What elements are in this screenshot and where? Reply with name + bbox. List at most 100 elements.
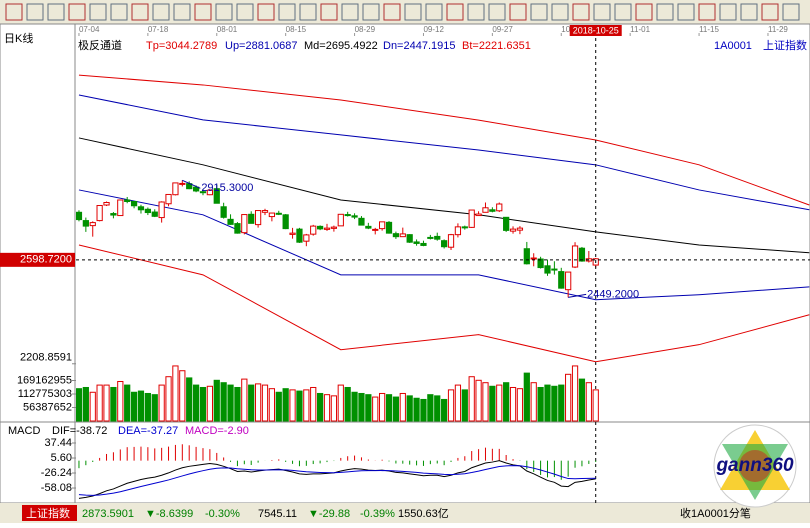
tool-button[interactable] (194, 3, 212, 21)
candle-body (213, 188, 220, 204)
volume-bar (544, 384, 551, 422)
volume-bar (261, 384, 269, 422)
status-right[interactable]: 收1A0001分笔 (680, 506, 751, 520)
candle-body (344, 214, 351, 217)
candle-body (509, 228, 517, 232)
volume-bar (165, 376, 172, 422)
period-label: 日K线 (4, 31, 33, 45)
y-tick-label: 2208.8591 (20, 352, 72, 364)
candle-body (447, 234, 455, 248)
volume-bar (220, 382, 227, 422)
crosshair-label: 2598.7200 (20, 254, 72, 266)
volume-bar (496, 384, 503, 422)
candle-body (137, 206, 145, 211)
tool-button[interactable] (593, 3, 611, 21)
candle-body (530, 257, 537, 260)
tool-button[interactable] (257, 3, 275, 21)
tool-button[interactable] (26, 3, 44, 21)
tool-button[interactable] (614, 3, 632, 21)
candle-body (234, 223, 241, 234)
volume-bar (503, 382, 510, 422)
volume-tick-label: 56387652 (23, 401, 72, 413)
volume-bar (124, 384, 131, 422)
tool-button[interactable] (173, 3, 191, 21)
volume-bar (96, 384, 103, 422)
volume-bar (192, 384, 200, 422)
tool-button[interactable] (698, 3, 716, 21)
candle-body (475, 213, 482, 217)
tool-button[interactable] (425, 3, 443, 21)
candle-body (420, 242, 427, 246)
crosshair-date-bg (569, 25, 622, 36)
volume-bar (323, 394, 331, 422)
macd-pane (78, 444, 597, 499)
tool-button[interactable] (299, 3, 317, 21)
price-pane (76, 74, 810, 362)
volume-bar (110, 386, 117, 422)
tool-button[interactable] (278, 3, 296, 21)
tool-button[interactable] (551, 3, 569, 21)
volume-bar (234, 386, 241, 422)
annotation-leader (182, 179, 201, 189)
tool-button[interactable] (341, 3, 359, 21)
volume-bar (179, 370, 186, 422)
tool-button[interactable] (761, 3, 779, 21)
channel-line (78, 189, 810, 301)
candle-body (385, 221, 393, 234)
tool-button[interactable] (509, 3, 527, 21)
tool-button[interactable] (635, 3, 653, 21)
tool-button[interactable] (530, 3, 548, 21)
candle-body (130, 200, 138, 207)
volume-bar (337, 384, 344, 422)
candle-body (144, 208, 151, 214)
candle-body (372, 228, 379, 231)
volume-bar (551, 385, 558, 422)
channel-legend: Md=2695.4922 (304, 40, 378, 52)
indicator-name: 极反通道 (78, 38, 122, 52)
tool-button[interactable] (215, 3, 233, 21)
candle-body (151, 211, 158, 217)
tool-button[interactable] (5, 3, 23, 21)
volume-bar (268, 388, 276, 422)
macd-legend: MACD=-2.90 (185, 425, 249, 437)
tool-button[interactable] (383, 3, 401, 21)
macd-tick-label: -58.08 (41, 482, 72, 494)
tool-button[interactable] (488, 3, 506, 21)
tool-button[interactable] (131, 3, 149, 21)
candle-body (76, 211, 83, 221)
tool-button[interactable] (89, 3, 107, 21)
index-name: 上证指数 (26, 506, 70, 520)
candle-body (482, 207, 489, 213)
tool-button[interactable] (740, 3, 758, 21)
x-tick-label: 08-01 (217, 25, 238, 34)
candle-body (337, 213, 344, 227)
tool-button[interactable] (152, 3, 170, 21)
candle-body (241, 214, 248, 234)
candle-body (379, 221, 386, 230)
tool-button[interactable] (677, 3, 695, 21)
index-badge (22, 505, 77, 521)
tool-button[interactable] (656, 3, 674, 21)
channel-line (78, 94, 810, 211)
macd-line (78, 460, 596, 499)
tool-button[interactable] (572, 3, 590, 21)
volume-bar (509, 386, 517, 422)
volume-bar (158, 384, 165, 422)
candle-body (523, 248, 530, 265)
tool-button[interactable] (446, 3, 464, 21)
volume-bar (76, 388, 83, 422)
tool-button[interactable] (782, 3, 800, 21)
tool-button[interactable] (320, 3, 338, 21)
tool-button[interactable] (68, 3, 86, 21)
tool-button[interactable] (467, 3, 485, 21)
tool-button[interactable] (719, 3, 737, 21)
tool-button[interactable] (47, 3, 65, 21)
x-tick-label: 11-29 (768, 25, 788, 34)
volume-bar (151, 394, 158, 422)
tool-button[interactable] (362, 3, 380, 21)
tool-button[interactable] (404, 3, 422, 21)
status-item: ▼-8.6399 (145, 508, 193, 520)
candle-body (330, 226, 338, 229)
tool-button[interactable] (110, 3, 128, 21)
tool-button[interactable] (236, 3, 254, 21)
